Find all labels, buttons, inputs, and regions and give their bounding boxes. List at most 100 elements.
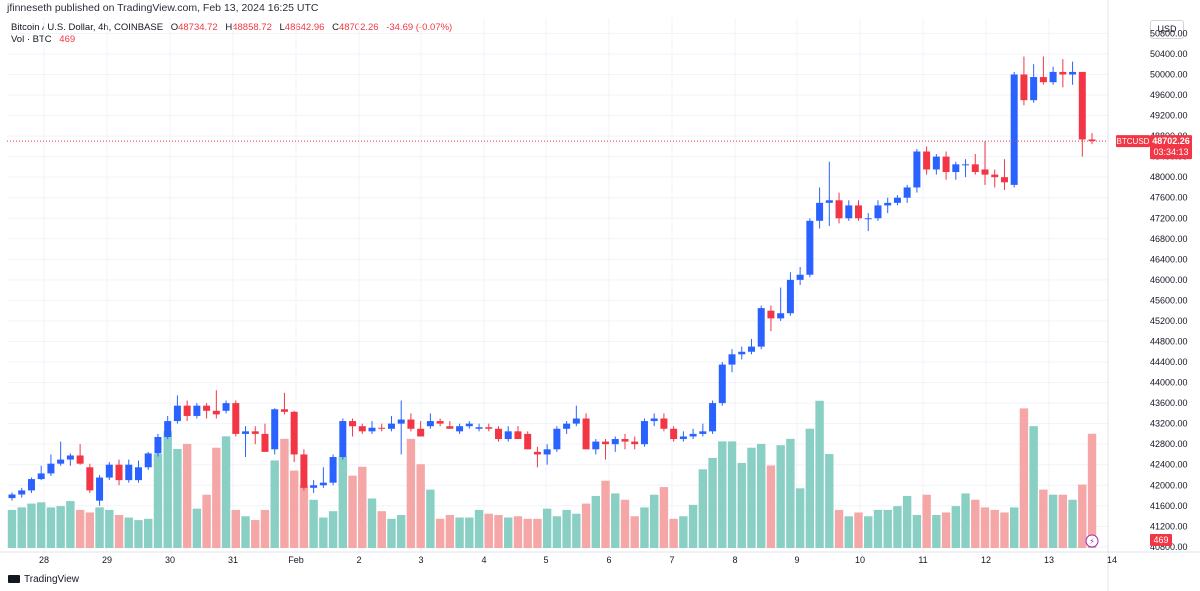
candle-body bbox=[689, 433, 697, 437]
volume-bar bbox=[212, 447, 221, 548]
candle-body bbox=[825, 200, 833, 203]
volume-legend: Vol · BTC 469 bbox=[11, 34, 75, 45]
x-tick-label: 6 bbox=[606, 555, 611, 565]
volume-bar bbox=[367, 498, 377, 548]
volume-bar bbox=[163, 431, 172, 548]
lightning-icon[interactable] bbox=[1085, 534, 1099, 548]
volume-bar bbox=[727, 441, 737, 548]
x-tick-label: 12 bbox=[981, 555, 991, 565]
volume-bar bbox=[465, 517, 474, 548]
volume-bar bbox=[85, 512, 95, 548]
volume-bar bbox=[484, 513, 493, 548]
volume-bar bbox=[932, 515, 941, 548]
volume-bar bbox=[474, 509, 484, 548]
y-tick-label: 49600.00 bbox=[1150, 90, 1188, 100]
candle-body bbox=[504, 431, 512, 440]
volume-bar bbox=[1087, 433, 1097, 548]
volume-bar bbox=[56, 506, 65, 548]
x-tick-label: 14 bbox=[1107, 555, 1117, 565]
volume-bar bbox=[922, 494, 931, 548]
brand-label: TradingView bbox=[24, 574, 80, 585]
y-tick-label: 44400.00 bbox=[1150, 357, 1188, 367]
candle-body bbox=[757, 308, 765, 347]
x-axis: 28 29 30 31 Feb 2 3 4 5 6 7 8 9 10 11 12 13 14 bbox=[39, 555, 1117, 565]
volume-bar bbox=[718, 441, 727, 548]
volume-bar bbox=[815, 400, 824, 548]
y-tick-label: 45600.00 bbox=[1150, 295, 1188, 305]
candle-body bbox=[1020, 74, 1028, 101]
candle-body bbox=[417, 428, 425, 437]
volume-badge: 469 bbox=[1153, 535, 1168, 545]
candle-body bbox=[660, 418, 668, 429]
y-tick-label: 47200.00 bbox=[1150, 213, 1188, 223]
x-tick-label: Feb bbox=[288, 555, 304, 565]
volume-bar bbox=[679, 516, 688, 548]
volume-bar bbox=[114, 515, 124, 548]
volume-bar bbox=[231, 509, 240, 548]
volume-bar bbox=[1068, 499, 1077, 548]
volume-bar bbox=[591, 495, 600, 548]
volume-bar bbox=[883, 509, 892, 548]
candle-body bbox=[27, 479, 35, 491]
y-tick-label: 46800.00 bbox=[1150, 234, 1188, 244]
y-tick-label: 40800.00 bbox=[1150, 542, 1188, 552]
lightning-glyph: ⚡ bbox=[1089, 537, 1095, 546]
y-tick-label: 42800.00 bbox=[1150, 439, 1188, 449]
low-label: L bbox=[279, 22, 285, 33]
volume-bar bbox=[757, 443, 766, 548]
volume-bar bbox=[640, 507, 649, 548]
volume-bar bbox=[737, 462, 746, 548]
volume-bar bbox=[601, 480, 610, 548]
candle-body bbox=[699, 431, 707, 434]
candle-body bbox=[251, 431, 259, 434]
volume-bar bbox=[435, 518, 445, 548]
candle-body bbox=[495, 428, 502, 440]
candle-body bbox=[446, 426, 454, 429]
x-tick-label: 4 bbox=[481, 555, 486, 565]
volume-bar bbox=[27, 503, 36, 548]
change-value: -34.69 (-0.07%) bbox=[386, 22, 453, 33]
volume-bar bbox=[202, 494, 211, 548]
candle-body bbox=[1039, 77, 1047, 83]
candle-body bbox=[1049, 71, 1057, 83]
volume-bar bbox=[46, 507, 56, 548]
candle-body bbox=[611, 439, 619, 445]
volume-bar bbox=[902, 495, 912, 548]
candle-body bbox=[1000, 177, 1008, 183]
volume-bar bbox=[260, 509, 270, 548]
candle-body bbox=[1010, 74, 1018, 185]
high-label: H bbox=[225, 22, 233, 33]
candle-body bbox=[738, 351, 746, 355]
y-tick-label: 41600.00 bbox=[1150, 501, 1188, 511]
volume-bar bbox=[572, 513, 581, 548]
currency-button[interactable]: USD bbox=[1150, 20, 1184, 39]
candle-body bbox=[475, 427, 483, 429]
volume-bar bbox=[1078, 484, 1087, 548]
candle-body bbox=[971, 164, 979, 173]
volume-value: 469 bbox=[59, 34, 76, 45]
candle-body bbox=[57, 459, 65, 464]
volume-bar bbox=[17, 507, 26, 548]
volume-bar bbox=[153, 454, 163, 548]
candle-body bbox=[981, 169, 989, 175]
tradingview-logo[interactable]: TradingView bbox=[8, 574, 79, 585]
x-tick-label: 3 bbox=[418, 555, 423, 565]
volume-bar bbox=[1039, 489, 1048, 548]
x-tick-label: 10 bbox=[855, 555, 865, 565]
candle-body bbox=[397, 419, 405, 424]
candle-body bbox=[242, 431, 250, 434]
volume-bar bbox=[864, 516, 873, 548]
candle-body bbox=[66, 455, 74, 460]
candle-body bbox=[786, 279, 794, 314]
candle-body bbox=[436, 421, 444, 424]
volume-bar bbox=[426, 489, 435, 548]
candles bbox=[8, 56, 1096, 506]
volume-bar bbox=[747, 447, 756, 548]
volume-bar bbox=[659, 487, 669, 548]
volume-bar bbox=[192, 508, 202, 548]
x-tick-label: 30 bbox=[165, 555, 175, 565]
candle-body bbox=[105, 464, 113, 478]
candle-body bbox=[796, 274, 804, 280]
